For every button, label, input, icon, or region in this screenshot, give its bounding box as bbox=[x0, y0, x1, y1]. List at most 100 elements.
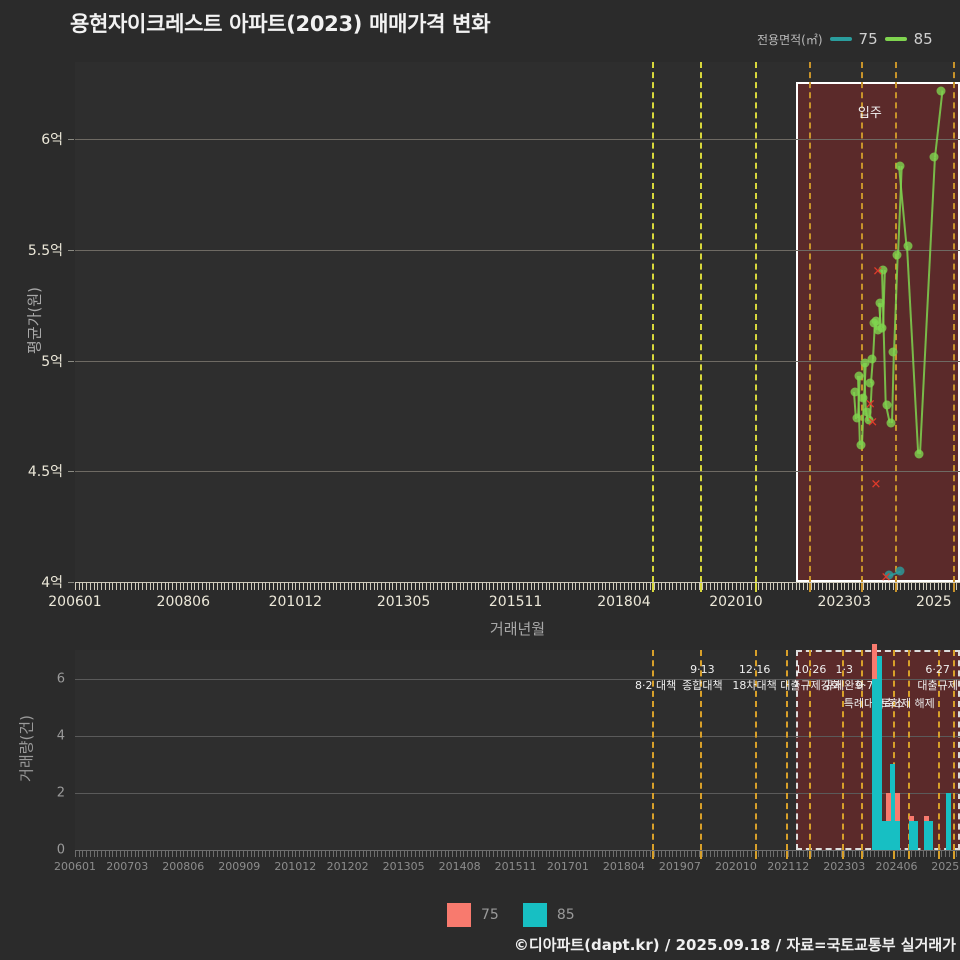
volume-xaxis-minor-tick bbox=[874, 851, 876, 857]
policy-annotation: 12·16 bbox=[738, 663, 771, 676]
volume-xaxis-minor-tick bbox=[713, 851, 715, 857]
cancelled-trade-marker: ✕ bbox=[864, 397, 876, 413]
xaxis-minor-tick bbox=[388, 583, 390, 590]
volume-xaxis-minor-tick bbox=[612, 851, 614, 857]
ytick-label: 6억 bbox=[41, 132, 63, 149]
data-point-85 bbox=[856, 440, 866, 450]
xaxis-minor-tick bbox=[922, 583, 924, 590]
volume-xaxis-minor-tick bbox=[795, 851, 797, 857]
volume-xaxis-minor-tick bbox=[765, 851, 767, 857]
volume-ytick-label: 6 bbox=[56, 671, 65, 687]
volume-xaxis-minor-tick bbox=[295, 851, 297, 857]
volume-xaxis-minor-tick bbox=[470, 851, 472, 857]
volume-xaxis-minor-tick bbox=[500, 851, 502, 857]
volume-xaxis-minor-tick bbox=[594, 851, 596, 857]
volume-xaxis-minor-tick bbox=[235, 851, 237, 857]
volume-xaxis-minor-tick bbox=[567, 851, 569, 857]
xaxis-minor-tick bbox=[209, 583, 211, 590]
volume-xaxis-minor-tick bbox=[534, 851, 536, 857]
xtick-label: 200806 bbox=[156, 594, 211, 610]
xaxis-minor-tick bbox=[160, 583, 162, 590]
policy-annotation: 토허제 해제 bbox=[880, 697, 935, 710]
volume-xaxis-minor-tick bbox=[220, 851, 222, 857]
bottom-legend-swatch-75 bbox=[447, 903, 471, 927]
volume-xaxis-minor-tick bbox=[160, 851, 162, 857]
volume-xtick-label: 202010 bbox=[714, 860, 757, 873]
volume-xaxis-minor-tick bbox=[317, 851, 319, 857]
xaxis-minor-tick bbox=[691, 583, 693, 590]
volume-xaxis-minor-tick bbox=[623, 851, 625, 857]
volume-xaxis-minor-tick bbox=[231, 851, 233, 857]
volume-xaxis-minor-tick bbox=[187, 851, 189, 857]
volume-xaxis-minor-tick bbox=[945, 851, 947, 857]
volume-ytick-label: 4 bbox=[56, 728, 65, 744]
xaxis-minor-tick bbox=[381, 583, 383, 590]
volume-bar-85 bbox=[871, 678, 877, 850]
volume-xaxis-minor-tick bbox=[302, 851, 304, 857]
volume-xtick-label: 201408 bbox=[438, 860, 481, 873]
data-point-85 bbox=[867, 354, 877, 363]
xaxis-minor-tick bbox=[265, 583, 267, 590]
xaxis-minor-tick bbox=[549, 583, 551, 590]
volume-xaxis-minor-tick bbox=[750, 851, 752, 857]
xaxis-minor-tick bbox=[571, 583, 573, 590]
volume-xaxis-minor-tick bbox=[422, 851, 424, 857]
xtick-label: 201804 bbox=[597, 594, 651, 610]
volume-xtick-label: 200806 bbox=[162, 860, 205, 873]
xaxis-minor-tick bbox=[93, 583, 95, 590]
volume-xaxis-minor-tick bbox=[836, 851, 838, 857]
policy-line-2 bbox=[754, 62, 757, 582]
volume-chart-ylabel: 거래량(건) bbox=[17, 715, 36, 782]
xaxis-minor-tick bbox=[538, 583, 540, 590]
volume-xaxis-minor-tick bbox=[691, 851, 693, 857]
volume-xaxis-policy-tick bbox=[754, 851, 757, 859]
xaxis-minor-tick bbox=[635, 583, 637, 590]
xaxis-policy-tick bbox=[700, 583, 703, 592]
legend-swatch-75 bbox=[829, 37, 852, 41]
xaxis-minor-tick bbox=[452, 583, 454, 590]
ytick-label: 4.5억 bbox=[27, 464, 63, 481]
volume-xaxis-minor-tick bbox=[355, 851, 357, 857]
data-point-75 bbox=[895, 566, 905, 576]
volume-xaxis-minor-tick bbox=[407, 851, 409, 857]
top-legend: 전용면적(㎡) 75 85 bbox=[757, 30, 933, 48]
legend-swatch-85 bbox=[884, 37, 907, 41]
volume-xaxis-minor-tick bbox=[291, 851, 293, 857]
xaxis-minor-tick bbox=[784, 583, 786, 590]
volume-xaxis-minor-tick bbox=[915, 851, 917, 857]
xtick-label: 200601 bbox=[48, 594, 102, 610]
data-point-85 bbox=[892, 250, 902, 259]
xaxis-minor-tick bbox=[347, 583, 349, 590]
xaxis-minor-tick bbox=[377, 583, 379, 590]
volume-xaxis-minor-tick bbox=[564, 851, 566, 857]
xaxis-minor-tick bbox=[444, 583, 446, 590]
xaxis-policy-tick bbox=[894, 583, 897, 592]
volume-bar-75 bbox=[871, 644, 877, 679]
xaxis-minor-tick bbox=[97, 583, 99, 590]
cancelled-trade-marker: ✕ bbox=[870, 477, 882, 493]
ytick-label: 5억 bbox=[41, 353, 63, 370]
volume-xaxis-minor-tick bbox=[381, 851, 383, 857]
volume-xtick-label: 20250 bbox=[931, 860, 960, 873]
xaxis-minor-tick bbox=[653, 583, 655, 590]
volume-xaxis-minor-tick bbox=[616, 851, 618, 857]
volume-xaxis-minor-tick bbox=[321, 851, 323, 857]
volume-xaxis-minor-tick bbox=[493, 851, 495, 857]
volume-xaxis-minor-tick bbox=[127, 851, 129, 857]
volume-xaxis-minor-tick bbox=[724, 851, 726, 857]
volume-xaxis-minor-tick bbox=[706, 851, 708, 857]
data-point-85 bbox=[929, 152, 939, 162]
volume-xaxis-policy-tick bbox=[700, 851, 703, 859]
xaxis-minor-tick bbox=[116, 583, 118, 590]
xaxis-minor-tick bbox=[694, 583, 696, 590]
policy-annotation: 6·27 bbox=[925, 663, 950, 676]
policy-annotation: 대출규제 bbox=[917, 679, 958, 692]
volume-xaxis-policy-tick bbox=[952, 851, 955, 859]
xaxis-minor-tick bbox=[343, 583, 345, 590]
volume-xaxis-minor-tick bbox=[571, 851, 573, 857]
xaxis-minor-tick bbox=[75, 583, 76, 590]
xaxis-minor-tick bbox=[870, 583, 872, 590]
xaxis-minor-tick bbox=[534, 583, 536, 590]
xaxis-minor-tick bbox=[825, 583, 827, 590]
xaxis-minor-tick bbox=[627, 583, 629, 590]
